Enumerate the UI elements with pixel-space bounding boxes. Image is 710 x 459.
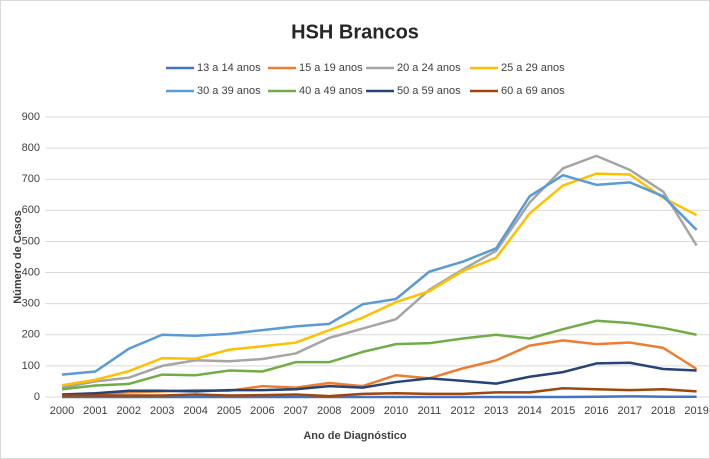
- series-line: [62, 395, 697, 399]
- series-line: [61, 172, 698, 387]
- x-tick-label: 2012: [451, 405, 475, 417]
- legend-label: 20 a 24 anos: [397, 62, 461, 74]
- x-tick-label: 2011: [418, 405, 442, 417]
- x-tick-label: 2015: [551, 405, 575, 417]
- y-axis-title: Número de Casos: [12, 210, 24, 304]
- legend-label: 50 a 59 anos: [397, 85, 461, 97]
- x-axis-title: Ano de Diagnóstico: [303, 430, 407, 442]
- x-tick-label: 2004: [183, 405, 207, 417]
- legend-label: 25 a 29 anos: [501, 62, 565, 74]
- y-tick-label: 100: [22, 360, 40, 372]
- legend-label: 30 a 39 anos: [197, 85, 261, 97]
- series-line: [61, 154, 698, 389]
- y-tick-label: 900: [22, 111, 40, 123]
- y-tick-label: 700: [22, 173, 40, 185]
- series-line: [61, 319, 697, 391]
- x-tick-label: 2006: [250, 405, 274, 417]
- x-tick-label: 2009: [350, 405, 374, 417]
- legend-label: 15 a 19 anos: [299, 62, 363, 74]
- y-tick-label: 300: [22, 298, 40, 310]
- y-tick-label: 400: [22, 266, 40, 278]
- y-tick-label: 200: [22, 329, 40, 341]
- legend-label: 40 a 49 anos: [299, 85, 363, 97]
- x-tick-label: 2010: [384, 405, 408, 417]
- x-tick-label: 2003: [150, 405, 174, 417]
- x-tick-label: 2018: [651, 405, 675, 417]
- series-line: [61, 361, 697, 396]
- x-tick-label: 2016: [584, 405, 608, 417]
- series-line: [61, 173, 698, 376]
- x-tick-label: 2008: [317, 405, 341, 417]
- x-tick-label: 2019: [684, 405, 708, 417]
- y-tick-label: 600: [22, 204, 40, 216]
- x-tick-label: 2005: [217, 405, 241, 417]
- x-tick-label: 2000: [50, 405, 74, 417]
- x-tick-label: 2013: [484, 405, 508, 417]
- y-tick-label: 500: [22, 235, 40, 247]
- chart-title: HSH Brancos: [291, 21, 419, 43]
- x-tick-label: 2017: [618, 405, 642, 417]
- series-line: [62, 387, 697, 398]
- legend-label: 60 a 69 anos: [501, 85, 565, 97]
- y-tick-label: 800: [22, 142, 40, 154]
- x-tick-label: 2001: [83, 405, 107, 417]
- legend-label: 13 a 14 anos: [197, 62, 261, 74]
- x-tick-label: 2014: [517, 405, 541, 417]
- y-tick-label: 0: [34, 391, 40, 403]
- x-tick-label: 2002: [117, 405, 141, 417]
- x-tick-label: 2007: [284, 405, 308, 417]
